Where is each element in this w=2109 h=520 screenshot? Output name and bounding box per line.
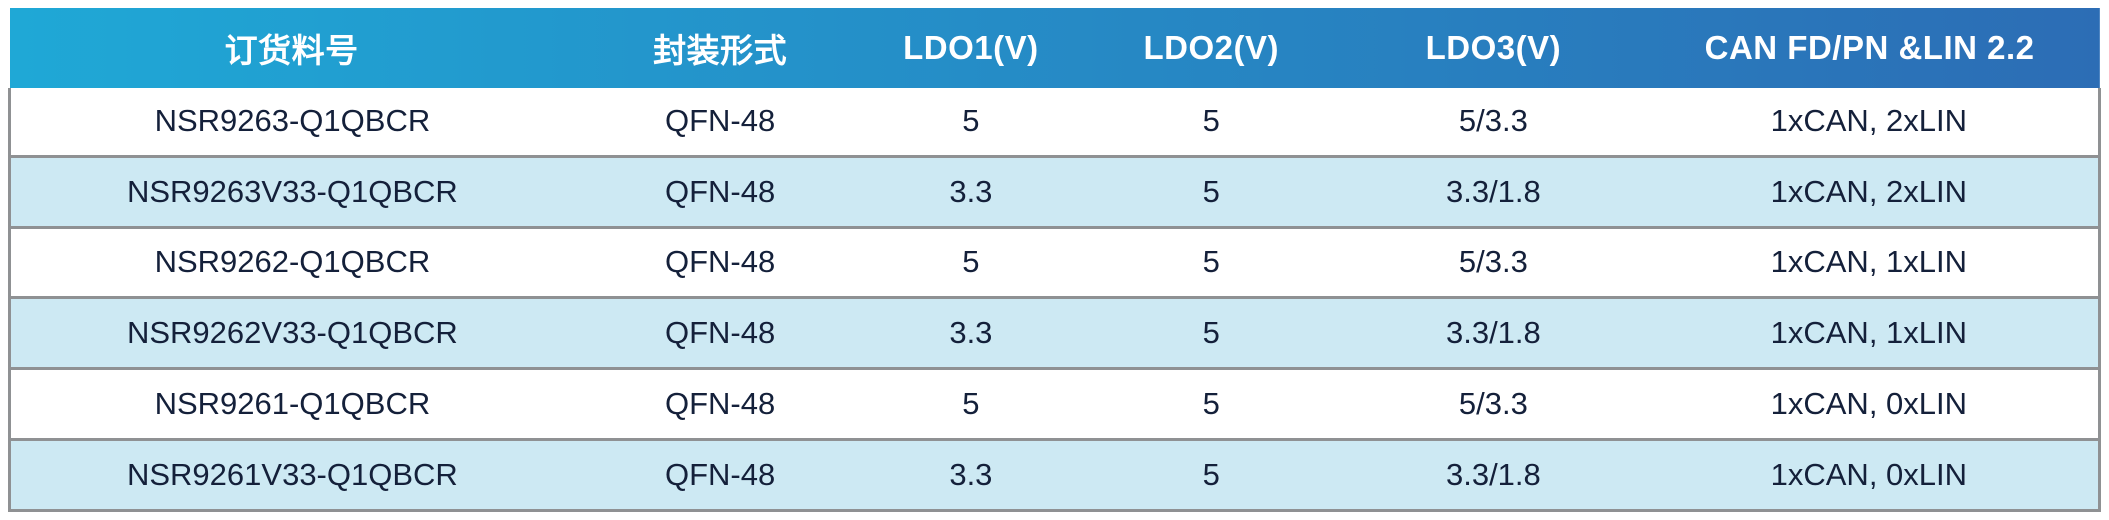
table-row: NSR9261V33-Q1QBCR QFN-48 3.3 5 3.3/1.8 1xCAN,… xyxy=(7,438,2101,512)
cell-package: QFN-48 xyxy=(573,154,867,227)
cell-ldo3: 3.3/1.8 xyxy=(1347,296,1640,369)
cell-part-number: NSR9262-Q1QBCR xyxy=(7,225,574,298)
column-header-package: 封装形式 xyxy=(653,32,788,69)
table-row: NSR9262V33-Q1QBCR QFN-48 3.3 5 3.3/1.8 1xCAN,… xyxy=(7,296,2101,369)
cell-package: QFN-48 xyxy=(573,296,867,369)
header-row: 订货料号 封装形式 LDO1(V) LDO2(V) LDO3(V) CAN FD… xyxy=(9,8,2100,88)
cell-can-lin: 1xCAN, 0xLIN xyxy=(1639,367,2101,440)
cell-ldo3: 5/3.3 xyxy=(1458,103,1528,139)
cell-part-number: NSR9261V33-Q1QBCR xyxy=(7,438,574,512)
cell-ldo3: 5/3.3 xyxy=(1347,225,1640,298)
cell-ldo1: 3.3 xyxy=(866,296,1076,369)
table-row: NSR9263V33-Q1QBCR QFN-48 3.3 5 3.3/1.8 1xCAN,… xyxy=(7,154,2101,227)
table-row: NSR9263-Q1QBCR QFN-48 5 5 5/3.3 1xCAN, 2xLIN xyxy=(7,88,2101,157)
cell-ldo1: 3.3 xyxy=(866,438,1076,512)
cell-part-number: NSR9263V33-Q1QBCR xyxy=(7,154,574,227)
cell-ldo2: 5 xyxy=(1075,438,1348,512)
cell-package: QFN-48 xyxy=(664,103,776,139)
cell-part-number: NSR9262V33-Q1QBCR xyxy=(7,296,574,369)
cell-ldo1: 5 xyxy=(866,225,1076,298)
cell-can-lin: 1xCAN, 1xLIN xyxy=(1639,296,2101,369)
table-header: 订货料号 封装形式 LDO1(V) LDO2(V) LDO3(V) CAN FD… xyxy=(9,8,2100,88)
cell-can-lin: 1xCAN, 2xLIN xyxy=(1639,88,2101,157)
column-header-ldo1: LDO1(V) xyxy=(903,29,1039,66)
cell-ldo3: 5/3.3 xyxy=(1347,367,1640,440)
cell-part-number: NSR9263-Q1QBCR xyxy=(7,88,574,157)
cell-package: QFN-48 xyxy=(573,367,867,440)
cell-ldo3: 3.3/1.8 xyxy=(1347,154,1640,227)
cell-part-number: NSR9261-Q1QBCR xyxy=(7,367,574,440)
column-header-can-lin: CAN FD/PN &LIN 2.2 xyxy=(1704,29,2035,66)
cell-ldo1: 3.3 xyxy=(866,154,1076,227)
cell-can-lin: 1xCAN, 2xLIN xyxy=(1639,154,2101,227)
cell-ldo2: 5 xyxy=(1075,367,1348,440)
cell-package: QFN-48 xyxy=(573,438,867,512)
cell-package: QFN-48 xyxy=(573,225,867,298)
cell-can-lin: 1xCAN, 0xLIN xyxy=(1639,438,2101,512)
column-header-ldo3: LDO3(V) xyxy=(1425,29,1562,66)
table-body: NSR9263-Q1QBCR QFN-48 5 5 5/3.3 1xCAN, 2xLIN N… xyxy=(7,88,2101,512)
ordering-info-table: 订货料号 封装形式 LDO1(V) LDO2(V) LDO3(V) CAN FD… xyxy=(7,8,2101,512)
cell-can-lin: 1xCAN, 1xLIN xyxy=(1639,225,2101,298)
table-row: NSR9261-Q1QBCR QFN-48 5 5 5/3.3 1xCAN, 0xLIN xyxy=(7,367,2101,440)
column-header-part-number: 订货料号 xyxy=(224,32,359,69)
cell-ldo2: 5 xyxy=(1075,296,1348,369)
cell-ldo1: 5 xyxy=(962,103,980,139)
cell-ldo1: 5 xyxy=(866,367,1076,440)
cell-ldo2: 5 xyxy=(1202,103,1220,139)
cell-ldo3: 3.3/1.8 xyxy=(1347,438,1640,512)
column-header-ldo2: LDO2(V) xyxy=(1143,29,1279,66)
cell-ldo2: 5 xyxy=(1075,225,1348,298)
table-row: NSR9262-Q1QBCR QFN-48 5 5 5/3.3 1xCAN, 1xLIN xyxy=(7,225,2101,298)
cell-ldo2: 5 xyxy=(1075,154,1348,227)
